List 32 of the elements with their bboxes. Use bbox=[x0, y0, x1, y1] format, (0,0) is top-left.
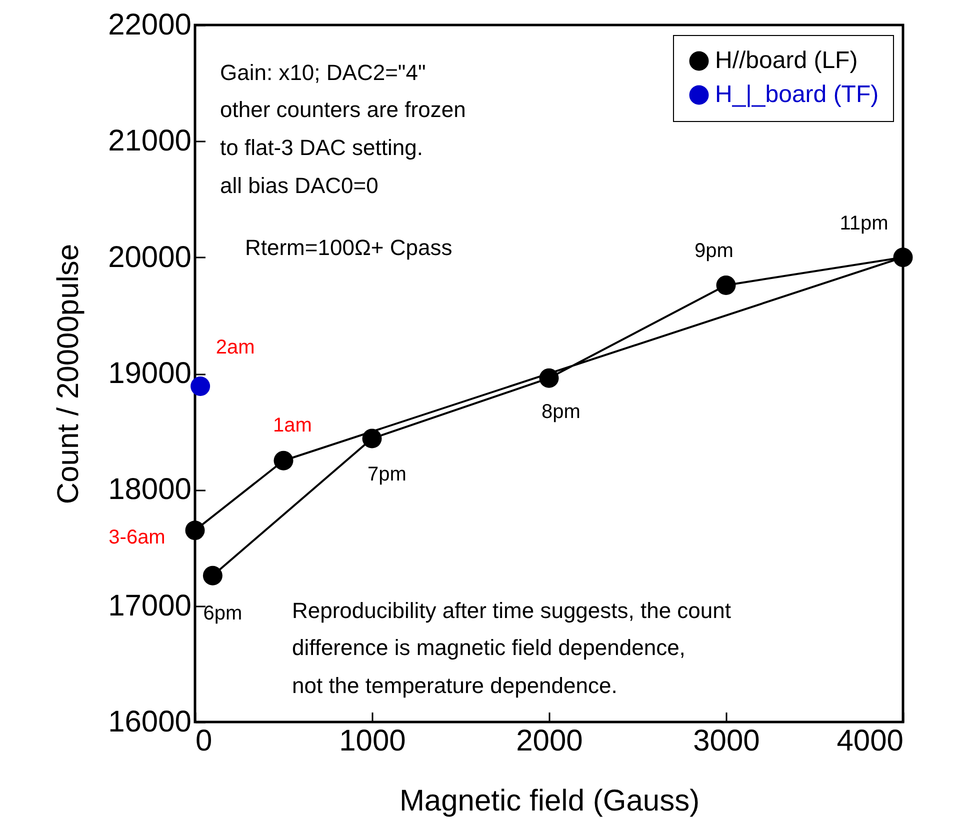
annotation: 7pm bbox=[368, 464, 406, 486]
annotation: difference is magnetic field dependence, bbox=[292, 635, 686, 660]
annotation: 3-6am bbox=[108, 526, 166, 548]
y-tick-label: 18000 bbox=[108, 473, 192, 506]
annotation: 11pm bbox=[840, 212, 888, 234]
annotation: 1am bbox=[273, 414, 312, 437]
annotation: 8pm bbox=[542, 401, 580, 424]
x-tick-label: 1000 bbox=[339, 724, 406, 758]
y-tick-label: 22000 bbox=[108, 8, 192, 42]
y-tick-label: 16000 bbox=[108, 706, 192, 738]
y-tick-label: 20000 bbox=[108, 240, 192, 274]
annotation: 6pm bbox=[203, 602, 242, 625]
y-tick-label: 19000 bbox=[108, 357, 192, 390]
legend-label: H_|_board (TF) bbox=[715, 81, 879, 108]
legend-label: H//board (LF) bbox=[715, 47, 858, 74]
x-tick-label: 4000 bbox=[836, 724, 904, 758]
annotation: other counters are frozen bbox=[220, 97, 466, 122]
annotation: not the temperature dependence. bbox=[292, 673, 618, 698]
y-tick-label: 17000 bbox=[108, 589, 192, 622]
annotation: Gain: x10; DAC2="4" bbox=[220, 60, 426, 85]
x-axis-title: Magnetic field (Gauss) bbox=[399, 784, 700, 818]
y-tick-label: 21000 bbox=[108, 124, 192, 158]
annotation: to flat-3 DAC setting. bbox=[220, 135, 423, 160]
x-tick-label: 2000 bbox=[516, 724, 583, 758]
y-axis-title: Count / 20000pulse bbox=[52, 244, 86, 504]
annotation: Reproducibility after time suggests, the count bbox=[292, 598, 732, 623]
annotation: Rterm=100Ω+ Cpass bbox=[245, 235, 452, 260]
x-tick-label: 3000 bbox=[693, 724, 760, 758]
annotation: 2am bbox=[216, 336, 255, 358]
x-tick-label: 0 bbox=[196, 724, 212, 758]
annotation: 9pm bbox=[694, 240, 734, 262]
annotation: all bias DAC0=0 bbox=[220, 173, 378, 198]
